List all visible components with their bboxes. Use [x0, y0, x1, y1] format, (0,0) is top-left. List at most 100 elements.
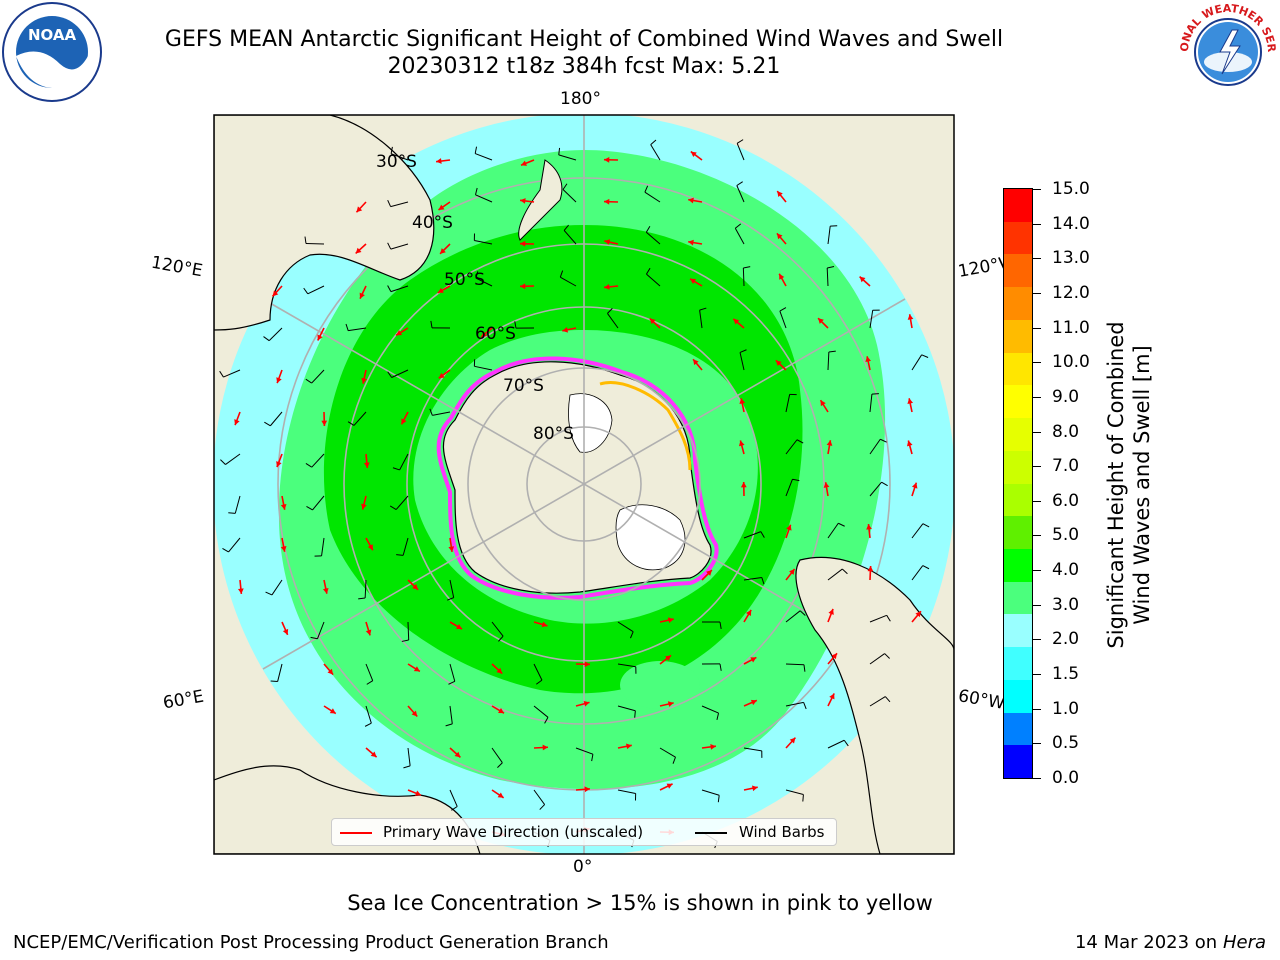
wind-barb: [869, 653, 885, 665]
wind-barb-flag: [699, 307, 707, 311]
wind-barb: [617, 705, 636, 712]
wind-barb: [911, 565, 924, 581]
wave-direction-arrowhead: [818, 318, 824, 324]
wind-barb: [785, 439, 798, 455]
colorbar-tick: [1033, 189, 1041, 190]
colorbar-tick: [1033, 708, 1041, 710]
colorbar-segment: [1004, 548, 1032, 582]
colorbar-segment: [1004, 188, 1032, 222]
wind-barb-flag: [347, 421, 355, 426]
colorbar-segment: [1004, 221, 1032, 255]
wind-barb-flag: [739, 349, 747, 353]
wind-barb-flag: [306, 505, 313, 511]
wave-direction-arrowhead: [604, 284, 610, 290]
wind-barb-flag: [645, 226, 651, 233]
wind-barb-flag: [792, 478, 800, 482]
wave-direction-arrowhead: [738, 440, 745, 447]
colorbar-title: Significant Height of Combined Wind Wave…: [1103, 321, 1155, 648]
wind-barb: [650, 144, 661, 161]
wave-direction-arrowhead: [520, 283, 526, 290]
colorbar-tick-label: 12.0: [1052, 282, 1090, 303]
wave-direction-arrowhead: [436, 158, 442, 164]
colorbar-segment: [1004, 712, 1032, 746]
colorbar-tick: [1033, 570, 1041, 572]
colorbar-tick: [1033, 674, 1041, 676]
wind-barb-flag: [562, 183, 568, 190]
sea-ice-yellow: [599, 381, 692, 471]
colorbar-segment: [1004, 253, 1032, 288]
wind-barb: [644, 191, 661, 203]
wave-direction-arrowhead: [520, 240, 526, 247]
wind-barb-flag: [827, 266, 835, 269]
wind-barb: [223, 369, 241, 378]
wind-barb: [785, 789, 804, 796]
wave-direction-arrowhead: [710, 744, 716, 750]
colorbar-tick: [1033, 466, 1041, 468]
colorbar-tick: [1033, 327, 1041, 329]
wind-barb: [475, 194, 493, 203]
wind-barb-flag: [736, 139, 744, 144]
wind-barb: [271, 579, 283, 596]
wave-direction-arrowhead: [317, 334, 323, 341]
colorbar-segment: [1004, 744, 1032, 778]
wind-barb: [826, 267, 829, 287]
wave-direction-arrowhead: [831, 653, 838, 660]
wave-direction-arrowhead: [363, 462, 370, 468]
wind-barb-flag: [884, 653, 890, 659]
wave-vectors: [219, 139, 930, 849]
wind-barb-flag: [591, 754, 594, 762]
wind-barb: [827, 739, 845, 749]
wave-direction-arrowhead: [583, 700, 590, 707]
wind-barb-flag: [922, 523, 930, 528]
wind-barb: [827, 522, 839, 539]
wind-barb-flag: [474, 146, 478, 154]
wind-barb: [225, 453, 241, 465]
wave-direction-arrowhead: [496, 667, 503, 674]
wind-barb: [617, 663, 636, 668]
chart-title: GEFS MEAN Antarctic Significant Height o…: [164, 27, 1004, 52]
wind-barb: [869, 696, 886, 707]
wind-barb-flag: [263, 336, 270, 342]
colorbar-tick-label: 5.0: [1052, 525, 1080, 546]
wind-barb: [390, 243, 409, 250]
wind-barb: [407, 747, 411, 766]
wind-barb-flag: [387, 285, 392, 292]
wind-barb: [743, 577, 762, 581]
wave-direction-arrowhead: [280, 546, 287, 552]
wind-barb: [869, 438, 881, 455]
wind-barb: [869, 614, 887, 623]
wind-barb: [348, 327, 367, 332]
wind-barb: [743, 531, 762, 539]
wave-direction-arrowhead: [497, 792, 504, 798]
legend-wind-barbs-line: [695, 832, 727, 834]
sea-ice-edge: [436, 356, 719, 600]
wind-barb-flag: [222, 547, 229, 553]
wave-direction-arrowhead: [649, 318, 656, 325]
wind-barb-flag: [802, 794, 804, 802]
colorbar-tick-label: 0.5: [1052, 733, 1080, 754]
wind-barb: [736, 185, 745, 203]
wind-barb-flag: [779, 307, 787, 312]
wind-barb-flag: [607, 308, 613, 314]
wave-band-inner-lower: [620, 661, 700, 709]
wind-barb: [701, 789, 720, 796]
wave-direction-arrowhead: [751, 785, 758, 792]
wave-direction-arrowhead: [907, 398, 914, 405]
wave-direction-arrowhead: [454, 751, 461, 758]
wind-barb-flag: [448, 680, 456, 685]
credit-text: NCEP/EMC/Verification Post Processing Pr…: [13, 932, 609, 953]
colorbar-tick-label: 9.0: [1052, 386, 1080, 407]
wind-barb-flag: [536, 679, 543, 685]
colorbar: [1003, 188, 1033, 779]
wind-barb-flag: [630, 631, 634, 639]
wave-direction-arrowhead: [370, 751, 377, 758]
wave-direction-arrowhead: [859, 276, 866, 283]
wave-direction-arrowhead: [693, 359, 699, 366]
wind-barb-flag: [366, 680, 373, 685]
lat-label-30s: 30°S: [376, 152, 417, 172]
wind-barb-flag: [475, 187, 478, 195]
colorbar-tick-label: 7.0: [1052, 456, 1080, 477]
wind-barb: [432, 411, 451, 416]
wave-direction-arrowhead: [789, 568, 795, 575]
colorbar-tick-label: 1.0: [1052, 698, 1080, 719]
